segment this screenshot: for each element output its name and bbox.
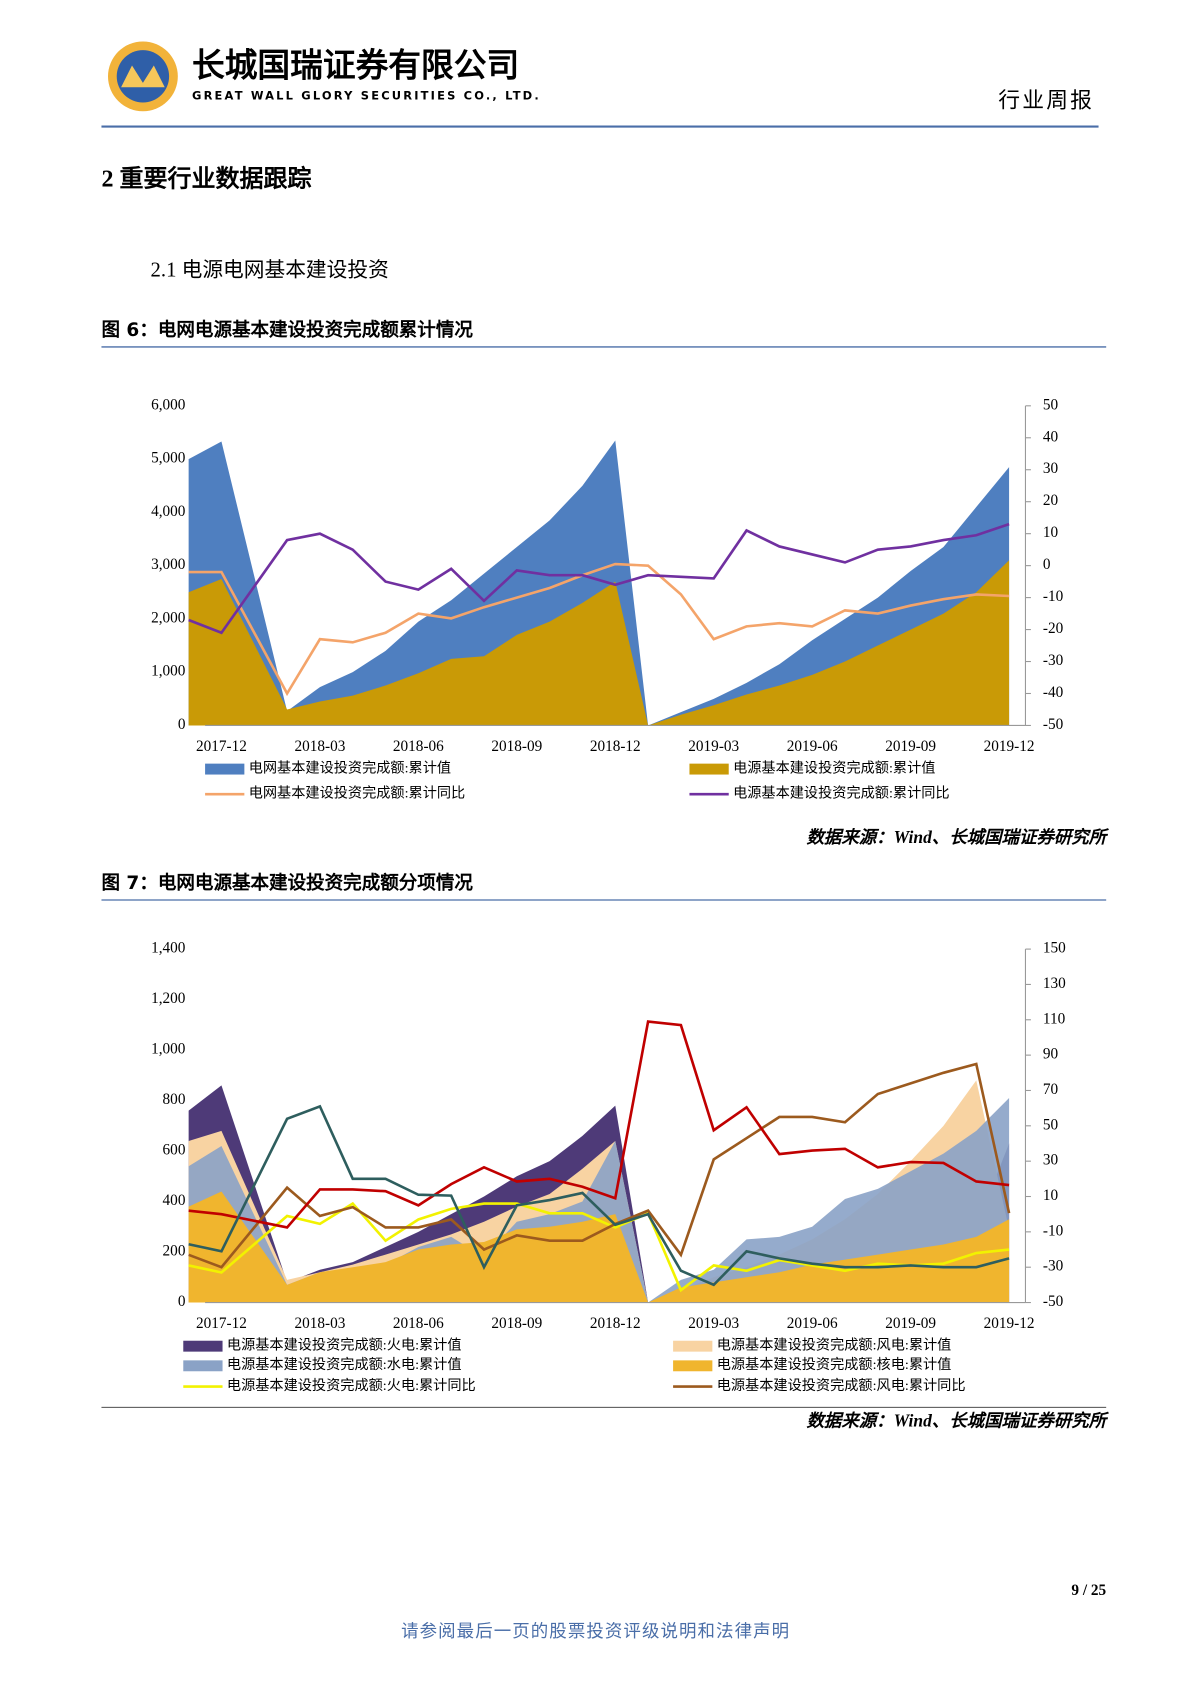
y2-tick-label: -10 [1043, 1222, 1064, 1239]
legend-label: 电源基本建设投资完成额:累计值 [733, 759, 935, 776]
chart [188, 440, 1010, 726]
y-tick-label: 4,000 [151, 503, 186, 520]
x-tick-label: 2019-06 [787, 738, 838, 755]
y-tick-label: 200 [163, 1243, 186, 1260]
report-type: 行业周报 [998, 89, 1094, 113]
y2-tick-label: -10 [1043, 588, 1064, 605]
area [188, 440, 1010, 726]
x-tick-label: 2019-12 [984, 738, 1035, 755]
x-tick-label: 2019-03 [688, 1315, 739, 1332]
y2-tick-label: 20 [1043, 492, 1059, 509]
legend-label: 电源基本建设投资完成额:火电:累计同比 [227, 1377, 476, 1394]
area [188, 1191, 1010, 1303]
logo [108, 41, 178, 112]
y2-tick-label: -30 [1043, 652, 1064, 669]
company-name: 长城国瑞证券有限公司 [192, 47, 519, 85]
x-tick-label: 2017-12 [196, 738, 247, 755]
area [188, 560, 1010, 726]
y-tick-label: 1,000 [151, 663, 186, 680]
legend-swatch [183, 1360, 223, 1372]
y2-tick-label: 50 [1043, 396, 1059, 413]
figure-title: 图 7：电网电源基本建设投资完成额分项情况 [101, 872, 473, 894]
subsection-title: 2.1 电源电网基本建设投资 [151, 258, 389, 281]
legend-swatch [183, 1340, 223, 1352]
source-note: 数据来源：Wind、长城国瑞证券研究所 [806, 827, 1109, 847]
x-tick-label: 2018-06 [393, 1315, 444, 1332]
line [188, 1020, 1010, 1229]
x-tick-label: 2018-06 [393, 738, 444, 755]
legend-swatch [205, 763, 245, 775]
legend-label: 电源基本建设投资完成额:水电:累计值 [227, 1356, 462, 1373]
y-tick-label: 400 [163, 1192, 186, 1209]
line [188, 522, 1010, 635]
y2-tick-label: 50 [1043, 1116, 1059, 1133]
y2-tick-label: 90 [1043, 1046, 1059, 1063]
x-tick-label: 2018-03 [294, 1315, 345, 1332]
x-tick-label: 2017-12 [196, 1315, 247, 1332]
chart [188, 1020, 1011, 1303]
legend-label: 电源基本建设投资完成额:核电:累计值 [717, 1356, 952, 1373]
figure-title: 图 6：电网电源基本建设投资完成额累计情况 [101, 319, 473, 341]
y-tick-label: 5,000 [151, 450, 186, 467]
y2-tick-label: -50 [1043, 1293, 1064, 1310]
x-tick-label: 2018-03 [294, 738, 345, 755]
legend-label: 电源基本建设投资完成额:风电:累计值 [717, 1336, 952, 1353]
legend-swatch [673, 1360, 713, 1372]
y-tick-label: 1,400 [151, 940, 186, 957]
y-tick-label: 600 [163, 1142, 186, 1159]
x-tick-label: 2019-09 [885, 1315, 936, 1332]
y-tick-label: 0 [178, 716, 186, 733]
y2-tick-label: -40 [1043, 684, 1064, 701]
y-tick-label: 0 [178, 1293, 186, 1310]
disclaimer: 请参阅最后一页的股票投资评级说明和法律声明 [401, 1621, 790, 1641]
y2-tick-label: 10 [1043, 1187, 1059, 1204]
company-name-en: GREAT WALL GLORY SECURITIES CO., LTD. [192, 89, 541, 103]
line [188, 1201, 1010, 1293]
source-note: 数据来源：Wind、长城国瑞证券研究所 [806, 1411, 1109, 1431]
line [188, 1104, 1010, 1287]
page-number: 9 / 25 [1071, 1582, 1106, 1599]
y2-tick-label: -20 [1043, 620, 1064, 637]
y-tick-label: 3,000 [151, 556, 186, 573]
x-tick-label: 2019-06 [787, 1315, 838, 1332]
y-tick-label: 1,200 [151, 990, 186, 1007]
legend-label: 电源基本建设投资完成额:火电:累计值 [227, 1336, 462, 1353]
y2-tick-label: 70 [1043, 1081, 1059, 1098]
x-tick-label: 2019-12 [984, 1315, 1035, 1332]
area [188, 1098, 1010, 1303]
y-tick-label: 1,000 [151, 1041, 186, 1058]
legend-label: 电网基本建设投资完成额:累计同比 [249, 784, 466, 801]
x-tick-label: 2019-03 [688, 738, 739, 755]
legend-label: 电源基本建设投资完成额:风电:累计同比 [717, 1377, 966, 1394]
y2-tick-label: -50 [1043, 716, 1064, 733]
y-tick-label: 2,000 [151, 609, 186, 626]
y2-tick-label: 10 [1043, 524, 1059, 541]
y2-tick-label: -30 [1043, 1258, 1064, 1275]
y2-tick-label: 150 [1043, 940, 1066, 957]
x-tick-label: 2019-09 [885, 738, 936, 755]
y-tick-label: 6,000 [151, 396, 186, 413]
section-title: 2 重要行业数据跟踪 [101, 165, 311, 193]
y2-tick-label: 130 [1043, 975, 1066, 992]
legend-label: 电网基本建设投资完成额:累计值 [249, 759, 451, 776]
x-tick-label: 2018-09 [491, 1315, 542, 1332]
y2-tick-label: 30 [1043, 460, 1059, 477]
x-tick-label: 2018-12 [590, 1315, 641, 1332]
y2-tick-label: 110 [1043, 1010, 1066, 1027]
x-tick-label: 2018-12 [590, 738, 641, 755]
y2-tick-label: 40 [1043, 428, 1059, 445]
legend-swatch [689, 763, 729, 775]
y2-tick-label: 0 [1043, 556, 1051, 573]
legend-label: 电源基本建设投资完成额:累计同比 [733, 784, 950, 801]
y2-tick-label: 30 [1043, 1152, 1059, 1169]
legend-swatch [673, 1340, 713, 1352]
y-tick-label: 800 [163, 1091, 186, 1108]
line [188, 562, 1010, 697]
x-tick-label: 2018-09 [491, 738, 542, 755]
